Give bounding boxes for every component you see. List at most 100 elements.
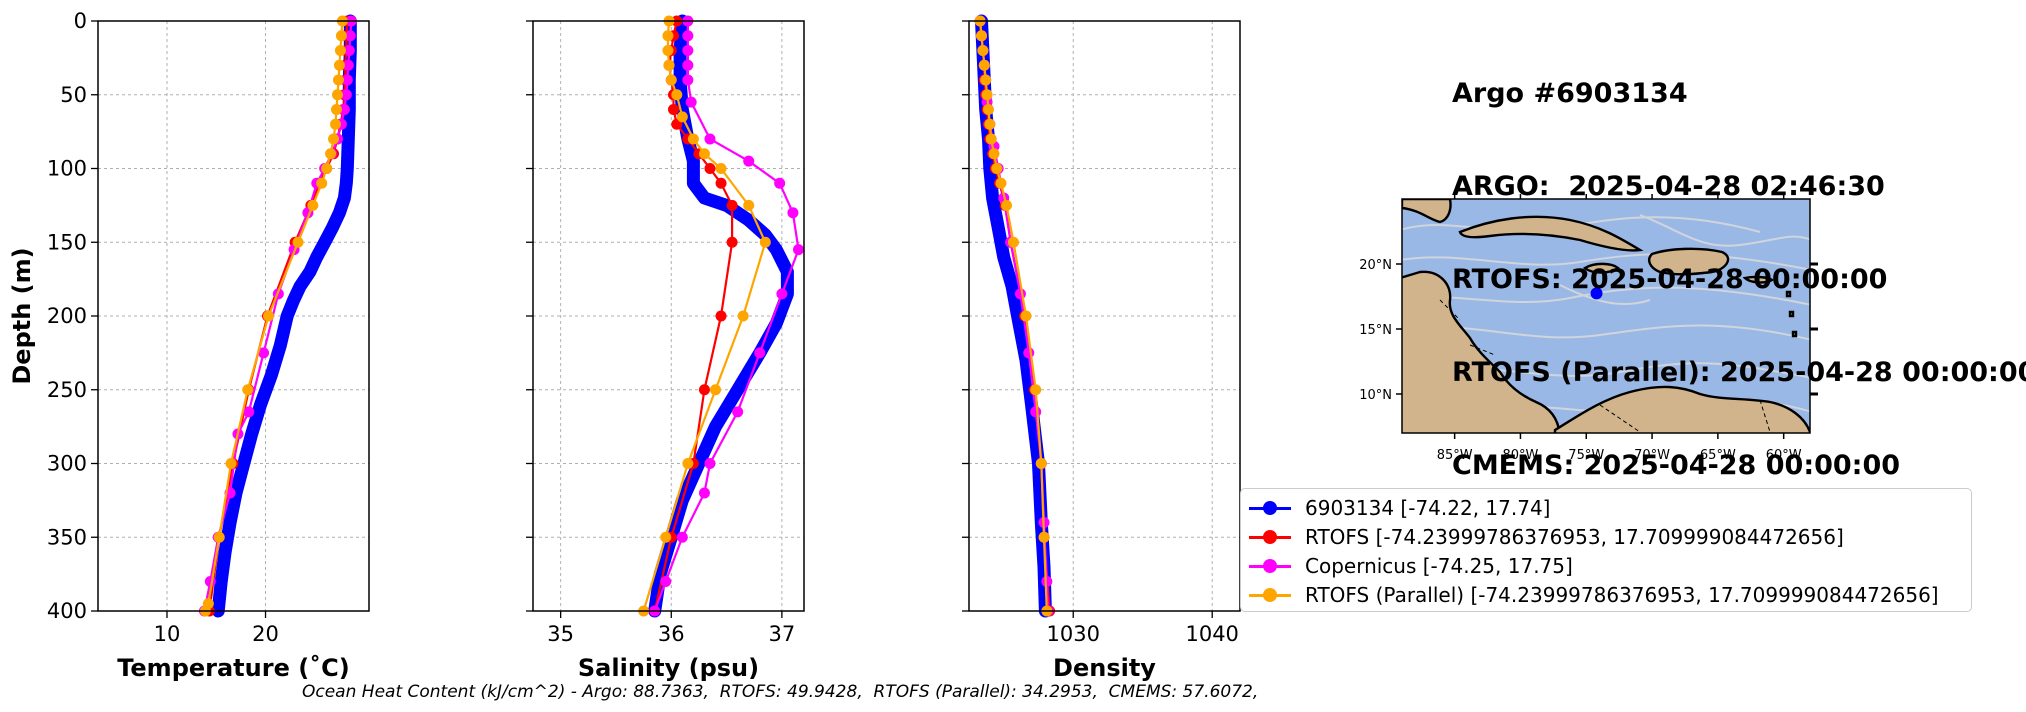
- y-tick-label: 250: [47, 378, 87, 402]
- title-line-argo-id: Argo #6903134: [1452, 78, 1688, 109]
- map-x-tick-label: 70°W: [1634, 448, 1670, 463]
- data-point: [1035, 458, 1047, 469]
- data-point: [334, 45, 346, 56]
- y-tick-label: 50: [60, 83, 87, 107]
- map-y-tick-label: 10°N: [1359, 388, 1392, 403]
- data-point: [328, 133, 340, 145]
- data-point: [995, 177, 1007, 189]
- data-point: [343, 45, 355, 56]
- data-point: [292, 236, 304, 248]
- data-point: [743, 199, 755, 211]
- data-point: [342, 59, 354, 71]
- data-point: [662, 30, 674, 42]
- legend-label-rtofs: RTOFS [-74.23999786376953, 17.7099990844…: [1305, 525, 1844, 549]
- data-point: [685, 96, 697, 108]
- data-point: [776, 288, 788, 300]
- figure-title: Argo #6903134 ARGO: 2025-04-28 02:46:30 …: [1452, 16, 2026, 512]
- y-tick-label: 350: [47, 525, 87, 549]
- y-tick-label: 0: [74, 9, 87, 33]
- data-point: [682, 30, 694, 42]
- legend-label-argo: 6903134 [-74.22, 17.74]: [1305, 496, 1551, 520]
- data-point: [732, 406, 744, 418]
- data-point: [698, 487, 710, 499]
- legend: 6903134 [-74.22, 17.74] RTOFS [-74.23999…: [1240, 488, 1972, 612]
- title-line-cmems-time: CMEMS: 2025-04-28 00:00:00: [1452, 450, 1901, 481]
- cuba-land: [1458, 215, 1644, 252]
- data-point: [333, 59, 345, 71]
- data-point: [715, 163, 727, 174]
- ocean-heat-content-footer: Ocean Heat Content (kJ/cm^2) - Argo: 88.…: [302, 682, 1259, 702]
- data-point: [676, 531, 688, 543]
- legend-item-rtofs: RTOFS [-74.23999786376953, 17.7099990844…: [1241, 522, 1971, 552]
- caribbean-map: 85°W 80°W 75°W 70°W 65°W 60°W 20°N 15°N 10°N: [1359, 194, 1818, 463]
- yucatan-central-america-land: [1402, 270, 1561, 433]
- data-point: [698, 148, 710, 160]
- map-borders: [1439, 299, 1771, 433]
- data-point: [726, 236, 738, 248]
- data-point: [1007, 236, 1019, 248]
- data-point: [1038, 531, 1050, 543]
- map-frame: [1401, 198, 1811, 434]
- data-point: [1014, 288, 1026, 300]
- lesser-antilles-land: [1785, 290, 1798, 338]
- data-point: [743, 155, 755, 167]
- data-point: [792, 244, 804, 256]
- data-point: [982, 104, 994, 115]
- hispaniola-land: [1648, 247, 1730, 276]
- y-tick-label: 400: [47, 599, 87, 623]
- map-x-tick-label: 65°W: [1700, 448, 1736, 463]
- data-point: [676, 111, 688, 123]
- series-group: [198, 14, 357, 618]
- data-point: [660, 576, 672, 587]
- south-america-land: [1553, 385, 1810, 433]
- data-point: [985, 133, 997, 145]
- legend-swatch-marker: [1263, 588, 1277, 602]
- legend-label-rtofs-parallel: RTOFS (Parallel) [-74.23999786376953, 17…: [1305, 583, 1939, 607]
- series-group: [974, 14, 1056, 618]
- data-point: [335, 30, 347, 42]
- data-point: [332, 74, 344, 86]
- data-point: [671, 89, 683, 101]
- title-line-argo-time: ARGO: 2025-04-28 02:46:30: [1452, 171, 1885, 202]
- data-point: [984, 118, 996, 130]
- data-point: [316, 177, 328, 189]
- data-point: [991, 163, 1003, 174]
- data-point: [715, 310, 727, 322]
- series-group: [638, 14, 804, 618]
- panel-salinity: 35 36 37 Salinity (psu): [526, 14, 805, 682]
- map-x-tick-label: 60°W: [1766, 448, 1802, 463]
- legend-swatch-marker: [1263, 530, 1277, 544]
- data-point: [976, 30, 988, 42]
- data-point: [340, 89, 352, 101]
- puerto-rico-land: [1742, 275, 1775, 284]
- data-point: [1020, 310, 1032, 322]
- data-point: [978, 59, 990, 71]
- panel-temperature: 0 50 100 150 200 250 300 350 400 10 20 Temperature …: [8, 9, 370, 682]
- data-point: [726, 199, 738, 211]
- data-point: [704, 133, 716, 145]
- data-point: [213, 531, 225, 543]
- data-point: [321, 163, 333, 174]
- data-point: [787, 207, 799, 219]
- data-point: [243, 406, 255, 418]
- y-tick-label: 100: [47, 157, 87, 181]
- legend-swatch-marker: [1263, 501, 1277, 515]
- map-y-tick-label: 15°N: [1359, 323, 1392, 338]
- x-axis-label: Salinity (psu): [578, 654, 759, 682]
- data-point: [687, 133, 699, 145]
- x-axis-label: Density: [1053, 654, 1156, 682]
- x-tick-label: 1030: [1047, 622, 1100, 646]
- x-tick-label: 20: [252, 622, 279, 646]
- data-point: [665, 74, 677, 86]
- jamaica-land: [1582, 262, 1620, 274]
- float-position-marker: [1590, 287, 1603, 300]
- map-x-tick-label: 75°W: [1568, 448, 1604, 463]
- data-point: [1030, 384, 1042, 396]
- series-line-salinity-argo: [648, 14, 794, 618]
- x-axis-label: Temperature (˚C): [117, 654, 350, 682]
- y-tick-label: 150: [47, 230, 87, 254]
- map-land: [1402, 199, 1810, 433]
- x-tick-label: 36: [658, 622, 685, 646]
- data-point: [225, 458, 237, 469]
- legend-label-copernicus: Copernicus [-74.25, 17.75]: [1305, 554, 1573, 578]
